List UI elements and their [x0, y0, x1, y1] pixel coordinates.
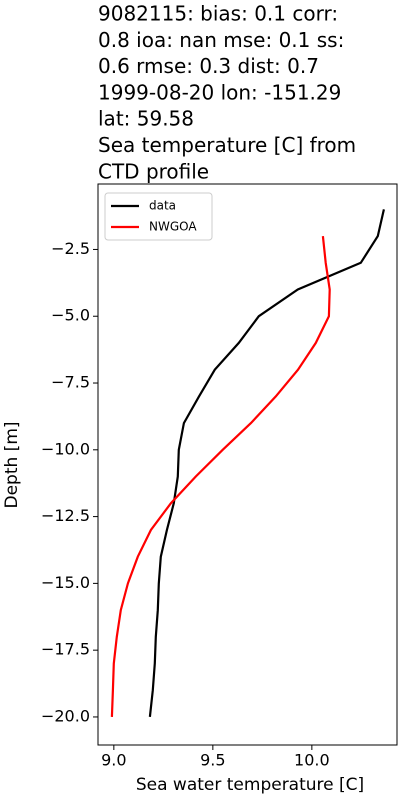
legend-label: NWGOA — [149, 220, 197, 234]
x-tick-label: 9.0 — [101, 751, 126, 770]
y-tick-label: −7.5 — [51, 373, 90, 392]
y-tick-label: −10.0 — [41, 439, 90, 458]
y-tick-label: −5.0 — [51, 306, 90, 325]
y-tick-label: −12.5 — [41, 506, 90, 525]
y-axis-label: Depth [m] — [2, 421, 22, 508]
legend-box — [104, 192, 213, 241]
y-tick-label: −15.0 — [41, 573, 90, 592]
x-tick-label: 9.5 — [200, 751, 225, 770]
y-tick-label: −20.0 — [41, 706, 90, 725]
y-tick-label: −17.5 — [41, 640, 90, 659]
x-axis-label: Sea water temperature [C] — [136, 775, 364, 795]
chart-title: Sea temperature [C] from — [98, 133, 356, 157]
chart-title: 1999-08-20 lon: -151.29 — [98, 80, 341, 104]
axes-frame — [97, 183, 398, 746]
legend-label: data — [149, 199, 176, 213]
data-line — [148, 209, 385, 718]
y-tick-label: −2.5 — [51, 239, 90, 258]
data-line — [110, 235, 331, 717]
chart-title: 0.8 ioa: nan mse: 0.1 ss: — [98, 28, 344, 52]
x-tick-label: 10.0 — [294, 751, 330, 770]
chart-title: lat: 59.58 — [98, 107, 194, 131]
chart-title: CTD profile — [98, 159, 209, 183]
chart-title: 0.6 rmse: 0.3 dist: 0.7 — [98, 54, 319, 78]
chart-title: 9082115: bias: 0.1 corr: — [98, 2, 338, 26]
